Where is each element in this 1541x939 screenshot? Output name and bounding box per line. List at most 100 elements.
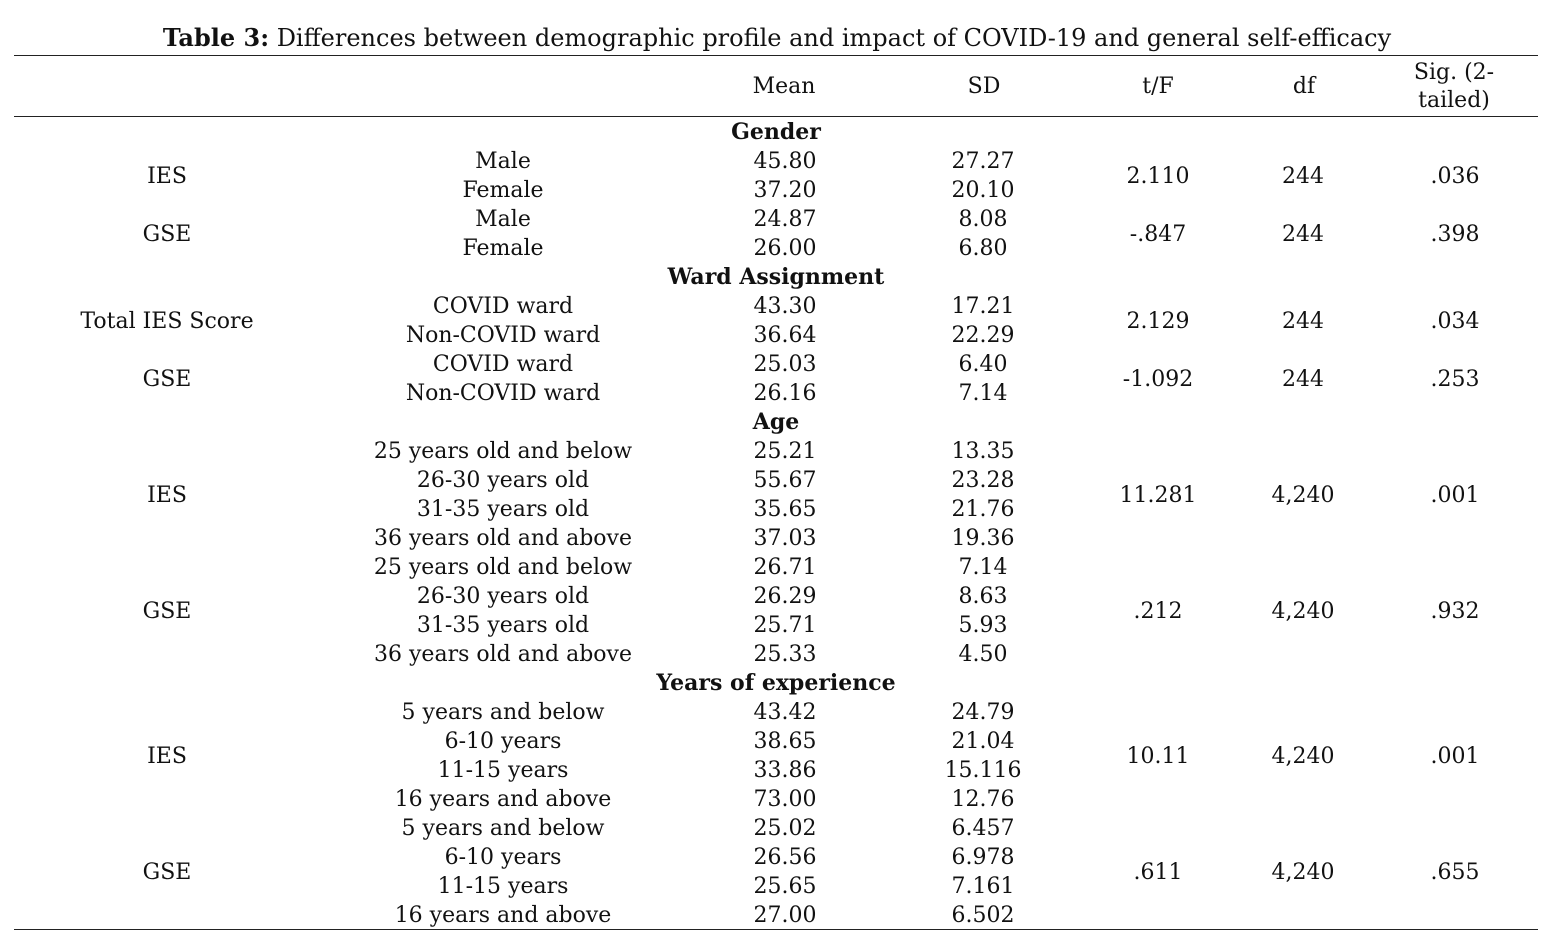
section-title: Age <box>752 409 800 435</box>
sd-cell: 23.28 <box>951 468 1015 493</box>
mean-cell: 35.65 <box>753 497 817 522</box>
table-row: 36 years old and above 25.33 4.50 <box>14 640 1538 669</box>
mean-cell: 25.33 <box>753 642 817 667</box>
sig-cell: .398 <box>1430 221 1480 247</box>
sd-cell: 6.978 <box>951 845 1015 870</box>
table-caption-label: Table 3: <box>162 23 270 52</box>
table-row: IES Male 45.80 27.27 2.110 244 .036 <box>14 147 1538 189</box>
header-rule <box>14 116 1538 117</box>
group-label-cell: Non-COVID ward <box>405 323 601 348</box>
table-caption-text: Differences between demographic profile … <box>269 24 1392 52</box>
df-cell: 244 <box>1282 221 1324 247</box>
group-label-cell: 31-35 years old <box>416 497 590 522</box>
statistics-table: Gender IES Male 45.80 27.27 2.110 244.036 Femal… <box>14 118 1538 930</box>
sd-cell: 5.93 <box>958 613 1008 638</box>
sd-cell: 8.63 <box>958 584 1008 609</box>
section-title: Gender <box>731 119 821 145</box>
group-label-cell: Female <box>462 178 544 203</box>
group-label-cell: Female <box>462 236 544 261</box>
table-row: 11-15 years 33.86 15.116 <box>14 756 1538 785</box>
measure-cell: Total IES Score <box>80 308 254 334</box>
sd-cell: 27.27 <box>951 149 1015 174</box>
group-label-cell: Male <box>475 149 531 174</box>
table-row: 31-35 years old 35.65 21.76 <box>14 495 1538 524</box>
sd-cell: 22.29 <box>951 323 1015 348</box>
section-row: Years of experience <box>14 669 1538 698</box>
mean-cell: 37.03 <box>753 526 817 551</box>
group-label-cell: 36 years old and above <box>374 526 632 551</box>
sd-cell: 6.80 <box>958 236 1008 261</box>
section-row: Ward Assignment <box>14 263 1538 292</box>
table-row: GSE COVID ward 25.03 6.40 -1.092 244 .253 <box>14 350 1538 392</box>
sd-cell: 7.14 <box>958 555 1008 580</box>
mean-cell: 43.30 <box>753 294 817 319</box>
sd-cell: 4.50 <box>958 642 1008 667</box>
tf-cell: .611 <box>1133 859 1183 885</box>
table-row: IES 5 years and below 43.42 24.79 10.11 4,240… <box>14 698 1538 769</box>
mean-cell: 26.00 <box>753 236 817 261</box>
header-sd: SD <box>967 74 1001 99</box>
mean-cell: 36.64 <box>753 323 817 348</box>
table-row: 36 years old and above 37.03 19.36 <box>14 524 1538 553</box>
tf-cell: -1.092 <box>1122 366 1194 392</box>
sd-cell: 8.08 <box>958 207 1008 232</box>
mean-cell: 43.42 <box>753 700 817 725</box>
table-row: Female 37.20 20.10 <box>14 176 1538 205</box>
tf-cell: -.847 <box>1129 221 1187 247</box>
mean-cell: 26.29 <box>753 584 817 609</box>
mean-cell: 26.71 <box>753 555 817 580</box>
sig-cell: .036 <box>1430 163 1480 189</box>
sig-cell: .932 <box>1430 598 1480 624</box>
table-body: Gender IES Male 45.80 27.27 2.110 244.036 Femal… <box>14 118 1538 930</box>
sd-cell: 6.502 <box>951 903 1015 928</box>
df-cell: 244 <box>1282 366 1324 392</box>
measure-cell: GSE <box>142 221 192 247</box>
sd-cell: 7.161 <box>951 874 1015 899</box>
mean-cell: 45.80 <box>753 149 817 174</box>
measure-cell: GSE <box>142 859 192 885</box>
table-row: Non-COVID ward 36.64 22.29 <box>14 321 1538 350</box>
sd-cell: 21.76 <box>951 497 1015 522</box>
table-row: 16 years and above 27.00 6.502 <box>14 901 1538 930</box>
df-cell: 4,240 <box>1271 482 1335 508</box>
table-row: GSE 25 years old and below 26.71 7.14 .212 4,… <box>14 553 1538 624</box>
section-row: Gender <box>14 118 1538 147</box>
group-label-cell: 6-10 years <box>444 845 562 870</box>
mean-cell: 26.16 <box>753 381 817 406</box>
mean-cell: 25.21 <box>753 439 817 464</box>
sig-cell: .655 <box>1430 859 1480 885</box>
table-row: 6-10 years 26.56 6.978 <box>14 843 1538 872</box>
group-label-cell: 5 years and below <box>401 816 605 841</box>
measure-cell: GSE <box>142 366 192 392</box>
mean-cell: 27.00 <box>753 903 817 928</box>
table-row: GSE Male 24.87 8.08 -.847 244 .398 <box>14 205 1538 247</box>
mean-cell: 38.65 <box>753 729 817 754</box>
df-cell: 4,240 <box>1271 743 1335 769</box>
measure-cell: GSE <box>142 598 192 624</box>
group-label-cell: COVID ward <box>432 352 574 377</box>
sd-cell: 7.14 <box>958 381 1008 406</box>
table-row: IES 25 years old and below 25.21 13.35 11.28… <box>14 437 1538 508</box>
measure-cell: IES <box>147 482 187 508</box>
group-label-cell: 6-10 years <box>444 729 562 754</box>
df-cell: 4,240 <box>1271 859 1335 885</box>
table-row: GSE 5 years and below 25.02 6.457 .611 4,240.… <box>14 814 1538 885</box>
group-label-cell: 11-15 years <box>437 758 569 783</box>
sd-cell: 20.10 <box>951 178 1015 203</box>
table-row: 16 years and above 73.00 12.76 <box>14 785 1538 814</box>
sd-cell: 19.36 <box>951 526 1015 551</box>
sig-cell: .034 <box>1430 308 1480 334</box>
table-row: 26-30 years old 26.29 8.63 <box>14 582 1538 611</box>
group-label-cell: 16 years and above <box>394 787 612 812</box>
group-label-cell: Male <box>475 207 531 232</box>
mean-cell: 25.71 <box>753 613 817 638</box>
table-caption: Table 3: Differences between demographic… <box>0 22 1541 54</box>
table-row: 26-30 years old 55.67 23.28 <box>14 466 1538 495</box>
table-row: Non-COVID ward 26.16 7.14 <box>14 379 1538 408</box>
header-mean: Mean <box>752 74 816 99</box>
group-label-cell: 25 years old and below <box>373 439 633 464</box>
mean-cell: 24.87 <box>753 207 817 232</box>
measure-cell: IES <box>147 163 187 189</box>
sig-cell: .001 <box>1430 743 1480 769</box>
